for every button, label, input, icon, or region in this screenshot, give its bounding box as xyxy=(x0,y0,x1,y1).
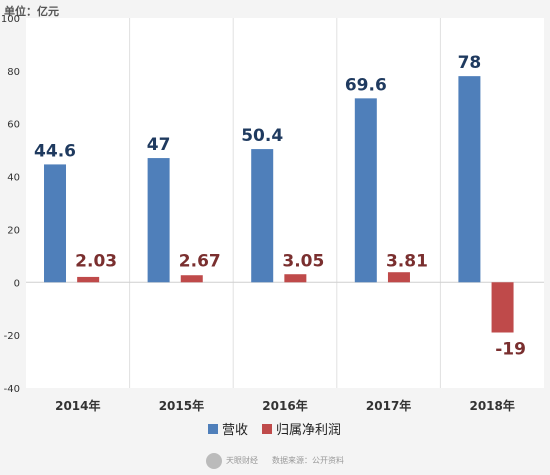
y-tick-label: -40 xyxy=(4,384,20,395)
brand-logo-icon xyxy=(206,452,222,469)
revenue-data-label: 69.6 xyxy=(345,75,387,95)
y-tick-label: 0 xyxy=(14,278,20,289)
footer: 天眼财经 数据来源：公开资料 xyxy=(0,446,550,475)
profit-bar xyxy=(387,272,410,283)
x-tick-label: 2015年 xyxy=(159,398,204,413)
revenue-bar xyxy=(458,76,481,283)
footer-brand: 天眼财经 xyxy=(226,456,258,465)
revenue-data-label: 47 xyxy=(147,135,171,155)
revenue-bar xyxy=(251,149,274,283)
y-tick-label: -20 xyxy=(4,331,20,342)
unit-label: 单位：亿元 xyxy=(4,5,59,18)
y-tick-label: 80 xyxy=(7,67,20,78)
profit-bar xyxy=(77,276,100,283)
profit-data-label: -19 xyxy=(495,340,526,360)
profit-bar xyxy=(284,274,307,283)
revenue-bar xyxy=(44,164,67,283)
revenue-data-label: 78 xyxy=(458,53,482,73)
profit-data-label: 2.03 xyxy=(75,251,117,271)
profit-bar xyxy=(180,275,203,283)
profit-data-label: 3.05 xyxy=(282,251,324,271)
revenue-legend-swatch xyxy=(208,424,218,434)
revenue-data-label: 44.6 xyxy=(34,141,76,161)
x-tick-label: 2014年 xyxy=(55,398,100,413)
x-tick-label: 2018年 xyxy=(469,398,514,413)
revenue-data-label: 50.4 xyxy=(241,126,283,146)
y-tick-label: 40 xyxy=(7,173,20,184)
revenue-bar xyxy=(147,158,170,283)
footer-source: 数据来源：公开资料 xyxy=(272,456,344,465)
y-tick-label: 100 xyxy=(1,14,20,25)
profit-bar xyxy=(491,282,514,333)
x-tick-label: 2017年 xyxy=(366,398,411,413)
profit-data-label: 3.81 xyxy=(386,251,428,271)
revenue-legend-label: 营收 xyxy=(222,423,248,438)
x-tick-label: 2016年 xyxy=(262,398,307,413)
profit-legend-swatch xyxy=(262,424,272,434)
profit-data-label: 2.67 xyxy=(179,251,221,271)
profit-legend-label: 归属净利润 xyxy=(276,423,341,438)
y-tick-label: 20 xyxy=(7,225,20,236)
plot-background xyxy=(26,18,544,388)
revenue-bar xyxy=(354,98,377,283)
y-tick-label: 60 xyxy=(7,120,20,131)
